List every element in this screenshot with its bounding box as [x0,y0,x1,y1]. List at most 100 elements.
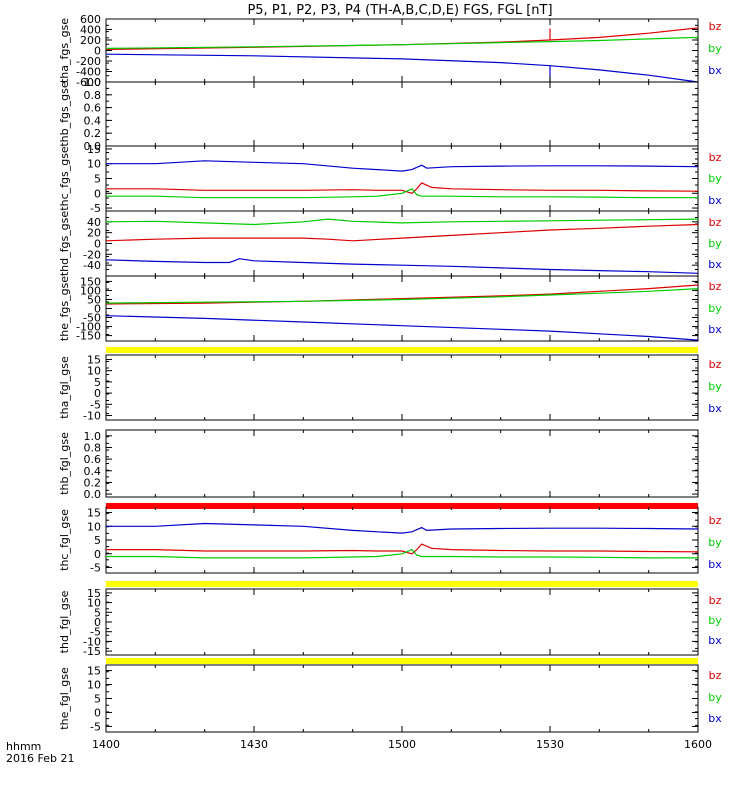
y-tick-label: 0.4 [84,465,102,478]
series-bz [105,223,699,242]
y-tick-label: 15 [87,507,101,520]
y-tick-label: 1.0 [84,430,102,443]
legend-bx: bx [708,402,722,415]
time-axis: 1400 1430 1500 1530 1600 [92,19,712,751]
y-axis-label: thb_fgl_gse [58,432,71,495]
y-tick-label: -150 [76,330,101,343]
y-tick-label: 15 [87,665,101,678]
panel-frame [105,664,699,733]
legend-by: by [708,237,722,250]
y-tick-label: -5 [90,562,101,575]
y-tick-label: 50 [87,293,101,306]
series-bz [106,543,699,555]
legend-bz: bz [709,280,722,293]
y-tick-label: 400 [80,24,101,37]
series-bz [105,284,699,305]
series-bx [105,258,699,274]
y-tick-label: 5 [94,606,101,619]
y-tick-label: -5 [90,202,101,215]
legend-by: by [708,380,722,393]
x-tick-label: 1430 [240,738,268,751]
y-axis-label: thd_fgs_gse [58,211,71,277]
date-label: 2016 Feb 21 [6,752,74,765]
series-by [106,188,698,199]
y-tick-label: 0.2 [84,476,102,489]
y-tick-label: 5 [94,534,101,547]
y-tick-label: 0 [94,303,101,316]
y-tick-label: 0 [94,387,101,400]
panel-frame [105,275,699,342]
x-tick-label: 1400 [92,738,120,751]
y-tick-label: 0.0 [84,140,102,153]
y-tick-label: -10 [83,410,101,423]
y-tick-label: 15 [87,587,101,600]
y-tick-label: 0 [94,238,101,251]
x-tick-label: 1530 [536,738,564,751]
y-tick-label: -50 [83,312,101,325]
y-axis-label: thb_fgs_gse [58,81,71,147]
y-tick-label: -5 [90,398,101,411]
panel-frame [105,429,699,498]
series-bz [106,182,699,194]
legend-bz: bz [709,669,722,682]
legend-bz: bz [709,20,722,33]
series-by [105,218,699,226]
y-tick-label: -15 [83,645,101,658]
y-tick-label: 15 [87,353,101,366]
y-tick-label: 1.0 [84,76,102,89]
y-tick-label: 200 [80,34,101,47]
x-tick-label: 1500 [388,738,416,751]
y-tick-label: 10 [87,597,101,610]
legend-by: by [708,172,722,185]
y-tick-label: -400 [76,66,101,79]
flag-bar [106,503,698,509]
series-bx [105,53,699,83]
legend-bz: bz [709,358,722,371]
panel-frame [105,18,699,83]
legend-by: by [708,302,722,315]
y-axis-label: tha_fgl_gse [58,356,71,419]
y-axis-label: tha_fgs_gse [58,18,71,83]
plot-title: P5, P1, P2, P3, P4 (TH-A,B,C,D,E) FGS, F… [247,3,552,18]
y-tick-label: -20 [83,248,101,261]
flag-bar [106,581,698,587]
y-tick-label: 0.4 [84,114,102,127]
legend-by: by [708,42,722,55]
y-tick-label: 0 [94,548,101,561]
y-axis-label: the_fgs_gse [58,276,71,341]
series-bz [105,27,699,50]
panel-frame [105,81,699,147]
y-tick-label: 40 [87,216,101,229]
y-tick-label: -10 [83,635,101,648]
y-tick-label: 0 [94,706,101,719]
legend-bx: bx [708,194,722,207]
y-tick-label: 150 [80,275,101,288]
series-by [105,288,699,304]
y-tick-label: 0.8 [84,441,102,454]
y-tick-label: 0 [94,616,101,629]
flag-bar [106,347,698,353]
panel-frame [105,588,699,656]
legend-bz: bz [709,594,722,607]
y-tick-label: 5 [94,173,101,186]
y-tick-label: 0 [94,45,101,58]
y-axis-label: the_fgl_gse [58,667,71,730]
y-tick-label: 5 [94,376,101,389]
legend-bz: bz [709,514,722,527]
panel-thc_fgs_gse: 15 10 50 -5 thc_fgs_gse bz by bx [58,143,722,215]
y-tick-label: -5 [90,720,101,733]
y-tick-label: 0.8 [84,89,102,102]
panel-frame [105,354,699,421]
legend-bz: bz [709,151,722,164]
y-tick-label: -600 [76,76,101,89]
series-by [105,36,699,49]
legend-bx: bx [708,323,722,336]
y-axis-label: thd_fgl_gse [58,590,71,653]
legend-bz: bz [709,216,722,229]
legend-by: by [708,536,722,549]
